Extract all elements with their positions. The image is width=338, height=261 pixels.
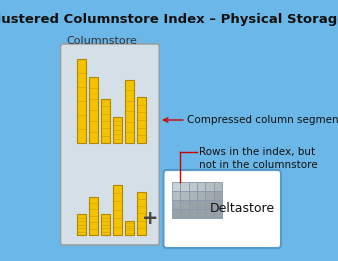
Bar xyxy=(214,182,222,191)
Bar xyxy=(180,209,189,218)
Text: Compressed column segments: Compressed column segments xyxy=(187,115,338,125)
Bar xyxy=(172,200,180,209)
Bar xyxy=(125,80,134,143)
Bar xyxy=(101,99,110,143)
Bar xyxy=(77,60,86,143)
Bar xyxy=(214,200,222,209)
Bar xyxy=(206,200,214,209)
Text: +: + xyxy=(142,209,159,228)
FancyBboxPatch shape xyxy=(164,170,281,248)
Bar xyxy=(189,191,197,200)
Bar xyxy=(125,221,134,235)
Bar xyxy=(101,214,110,235)
Text: Rows in the index, but
not in the columnstore: Rows in the index, but not in the column… xyxy=(199,147,318,170)
Bar xyxy=(172,191,180,200)
Bar xyxy=(113,117,122,143)
Bar xyxy=(197,191,206,200)
Text: Columnstore: Columnstore xyxy=(66,36,137,46)
Bar xyxy=(180,191,189,200)
Bar xyxy=(137,97,146,143)
Bar xyxy=(214,191,222,200)
Bar xyxy=(189,209,197,218)
Text: Deltastore: Deltastore xyxy=(210,203,275,216)
Bar xyxy=(89,77,98,143)
Bar xyxy=(189,182,197,191)
Bar xyxy=(77,214,86,235)
Bar xyxy=(172,182,180,191)
Bar xyxy=(214,209,222,218)
Bar xyxy=(172,209,180,218)
Bar xyxy=(197,209,206,218)
Bar xyxy=(89,197,98,235)
FancyBboxPatch shape xyxy=(47,0,287,261)
Text: Clustered Columnstore Index – Physical Storage: Clustered Columnstore Index – Physical S… xyxy=(0,13,338,26)
Bar xyxy=(180,182,189,191)
Bar xyxy=(206,209,214,218)
Bar xyxy=(197,182,206,191)
Bar xyxy=(206,191,214,200)
Bar xyxy=(180,200,189,209)
Bar xyxy=(189,200,197,209)
Bar xyxy=(137,192,146,235)
Bar xyxy=(197,200,206,209)
Bar xyxy=(113,185,122,235)
FancyBboxPatch shape xyxy=(61,44,159,245)
Bar xyxy=(206,182,214,191)
